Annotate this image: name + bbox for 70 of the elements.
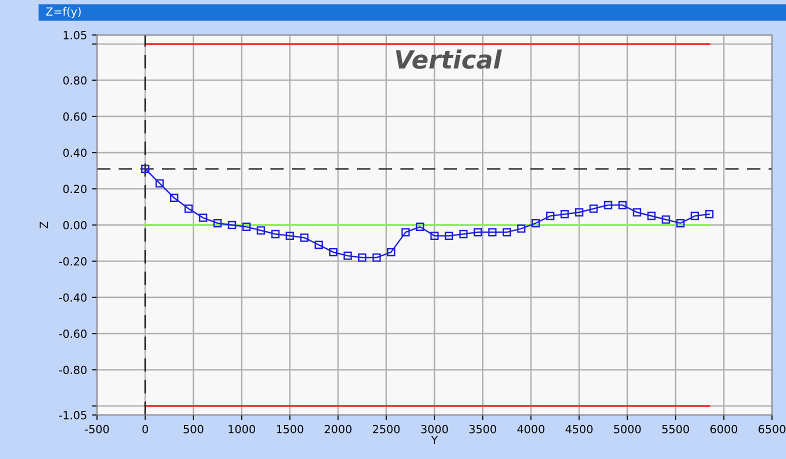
point: [632, 208, 642, 216]
chart-title: Z=f(y): [46, 7, 81, 18]
point: [574, 208, 584, 216]
y-tick-label: 0.00: [63, 220, 87, 230]
x-tick-label: 6000: [710, 424, 738, 434]
point: [242, 222, 251, 231]
point: [314, 240, 323, 250]
x-tick-label: 3500: [469, 424, 496, 434]
point: [690, 212, 700, 220]
point: [256, 226, 266, 235]
point: [386, 248, 396, 256]
y-tick-label: 0.60: [63, 112, 87, 121]
x-tick-label: 4000: [517, 424, 544, 434]
y-axis-title: Z: [40, 222, 48, 228]
point: [170, 194, 178, 202]
y-tick-label: -0.40: [59, 293, 87, 302]
point: [532, 219, 540, 228]
y-tick-label: 0.20: [63, 184, 87, 194]
point: [416, 222, 424, 231]
point: [184, 204, 193, 213]
point: [271, 230, 280, 238]
point: [444, 232, 454, 240]
x-tick-label: 2500: [372, 424, 400, 434]
y-tick-label: 0.40: [63, 148, 87, 157]
x-tick-label: 6500: [758, 424, 786, 434]
point: [286, 232, 294, 240]
x-tick-label: 0: [142, 424, 148, 434]
point: [358, 253, 366, 262]
point: [705, 210, 714, 218]
x-tick-label: 2000: [324, 424, 352, 434]
point: [141, 164, 150, 174]
point: [430, 232, 439, 240]
y-tick-label: -1.05: [59, 410, 86, 420]
y-tick-label: -0.80: [59, 366, 87, 374]
annotation: Vertical: [396, 50, 502, 69]
point: [401, 228, 410, 236]
x-tick-label: 1500: [276, 424, 304, 434]
point: [502, 228, 511, 236]
x-tick-label: 5000: [614, 424, 641, 434]
point: [546, 212, 554, 220]
point: [228, 220, 236, 230]
x-tick-label: -500: [84, 424, 109, 434]
y-tick-label: 0.80: [63, 76, 87, 85]
point: [604, 200, 612, 210]
y-tick-label: -0.60: [59, 330, 87, 338]
point: [488, 228, 497, 236]
point: [372, 253, 381, 262]
point: [198, 214, 208, 222]
point: [213, 219, 222, 228]
point: [560, 210, 569, 218]
point: [618, 200, 627, 210]
point: [329, 248, 338, 256]
x-tick-label: 4500: [566, 424, 593, 434]
x-axis-title: Y: [431, 436, 438, 444]
point: [344, 252, 352, 260]
y-tick-label: -0.20: [59, 257, 87, 266]
point: [647, 212, 656, 220]
point: [517, 224, 526, 233]
x-tick-label: 3000: [421, 424, 448, 434]
x-tick-label: 5500: [662, 424, 689, 434]
point: [676, 219, 685, 228]
x-tick-label: 1000: [228, 424, 256, 434]
point: [156, 179, 164, 188]
point: [300, 234, 308, 242]
point: [662, 215, 670, 224]
y-tick-label: 1.05: [64, 30, 86, 40]
point: [589, 204, 598, 213]
x-tick-label: 500: [184, 424, 204, 434]
point: [474, 228, 482, 236]
point: [459, 230, 468, 238]
